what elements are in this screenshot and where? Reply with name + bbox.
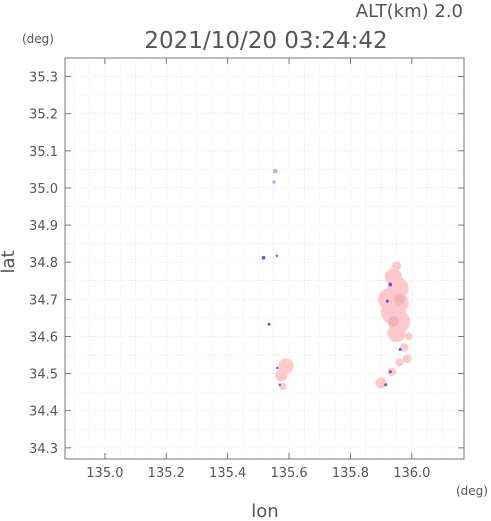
y-tick-label: 34.9 [29, 219, 58, 234]
echo-point [272, 180, 276, 184]
echo-point [279, 382, 287, 391]
echo-point [399, 343, 409, 352]
ticks: 34.3 34.4 34.5 34.6 34.7 34.8 34.9 35.0 35.1 35.2… [29, 58, 464, 481]
x-tick-label: 135.0 [86, 466, 123, 481]
echo-point [384, 383, 388, 387]
echo-point [375, 377, 387, 389]
x-tick-label: 135.2 [148, 466, 185, 481]
echo-point [276, 366, 279, 370]
datetime-title: 2021/10/20 03:24:42 [144, 28, 387, 54]
y-tick-label: 35.1 [29, 145, 58, 160]
y-unit-label: (deg) [22, 32, 54, 46]
x-tick-label: 135.6 [270, 466, 307, 481]
echo-point [387, 323, 406, 342]
plot-frame [64, 57, 465, 460]
echo-point [388, 282, 393, 287]
y-tick-label: 34.8 [29, 256, 58, 271]
echo-point [385, 299, 389, 303]
echo-point [272, 168, 278, 174]
echo-point [391, 261, 402, 271]
y-tick-label: 35.0 [29, 182, 58, 197]
x-unit-label: (deg) [456, 484, 488, 498]
grid [65, 57, 464, 459]
y-tick-label: 34.5 [29, 368, 58, 383]
y-tick-label: 34.7 [29, 293, 58, 308]
x-tick-label: 135.4 [209, 466, 246, 481]
y-axis-title: lat [0, 250, 19, 273]
x-tick-label: 136.0 [393, 466, 430, 481]
y-tick-label: 35.3 [29, 71, 58, 86]
altitude-label: ALT(km) 2.0 [356, 1, 463, 22]
echo-point [402, 354, 412, 364]
y-tick-label: 34.6 [29, 330, 58, 345]
x-tick-label: 135.8 [332, 466, 369, 481]
echo-point [275, 254, 279, 258]
echo-point [405, 332, 413, 341]
echo-point [261, 255, 266, 260]
echo-point [387, 316, 399, 328]
echo-points [261, 168, 413, 391]
echo-point [275, 369, 288, 382]
echo-point [398, 347, 402, 351]
y-tick-label: 35.2 [29, 108, 58, 123]
echo-point [395, 358, 404, 367]
x-axis-title: lon [251, 501, 278, 521]
echo-point [278, 383, 282, 386]
y-tick-label: 34.3 [29, 442, 58, 457]
echo-point [388, 370, 392, 374]
echo-point [267, 322, 271, 326]
y-tick-label: 34.4 [29, 405, 58, 420]
echo-point [394, 293, 406, 305]
